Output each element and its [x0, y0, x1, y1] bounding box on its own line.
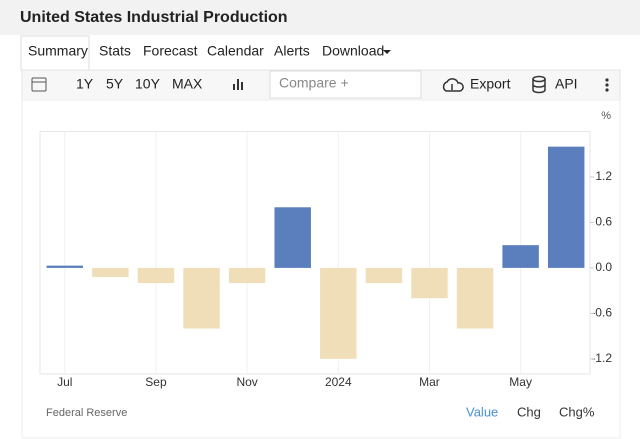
bar	[228, 267, 266, 284]
mode-toggle[interactable]: Value	[466, 404, 498, 419]
bar	[502, 245, 539, 268]
compare-input[interactable]	[269, 70, 422, 99]
export-icon	[442, 78, 464, 92]
tab[interactable]: Alerts	[274, 43, 310, 59]
x-tick-label: Sep	[145, 375, 167, 389]
range-button[interactable]: 1Y	[76, 76, 94, 92]
menu-icon[interactable]	[605, 78, 609, 92]
bar	[320, 267, 357, 359]
compare-placeholder[interactable]: Compare +	[279, 75, 349, 91]
bar	[92, 267, 129, 277]
api-icon	[532, 75, 546, 94]
y-tick-label: -0.6	[591, 306, 612, 320]
unit-label: %	[601, 110, 611, 122]
range-button[interactable]: 5Y	[106, 76, 124, 92]
tab[interactable]: Download	[322, 43, 384, 59]
calendar-icon	[31, 77, 47, 92]
mode-toggle[interactable]: Chg%	[559, 404, 595, 419]
x-tick-label: Mar	[419, 375, 440, 389]
x-tick-label: 2024	[325, 375, 352, 389]
bar	[183, 267, 220, 329]
bar	[365, 267, 403, 284]
bar	[411, 267, 448, 299]
y-tick-label: 0.6	[595, 215, 612, 229]
tab[interactable]: Stats	[99, 43, 131, 59]
source: Federal Reserve	[46, 407, 127, 419]
dropdown-caret[interactable]	[383, 50, 391, 54]
tab[interactable]: Forecast	[143, 43, 198, 59]
page-title: United States Industrial Production	[20, 9, 288, 26]
bar	[456, 267, 494, 329]
mode-toggle[interactable]: Chg	[517, 404, 541, 419]
x-tick-label: Jul	[57, 375, 72, 389]
bar	[274, 207, 311, 268]
export-button[interactable]: Export	[470, 76, 511, 92]
bar	[547, 146, 585, 268]
y-tick-label: -1.2	[591, 351, 612, 365]
y-tick-label: 1.2	[595, 169, 612, 183]
tab[interactable]: Calendar	[207, 43, 264, 59]
plot-frame	[39, 131, 591, 375]
range-button[interactable]: MAX	[172, 76, 203, 92]
bar	[137, 267, 175, 284]
x-tick-label: Nov	[236, 375, 257, 389]
bar-chart-icon	[233, 79, 243, 90]
title-bar	[0, 0, 640, 35]
tab[interactable]: Summary	[28, 43, 88, 59]
y-tick-label: 0.0	[595, 260, 612, 274]
range-button[interactable]: 10Y	[135, 76, 161, 92]
api-button[interactable]: API	[555, 76, 578, 92]
x-tick-label: May	[509, 375, 532, 389]
bar	[46, 265, 84, 268]
